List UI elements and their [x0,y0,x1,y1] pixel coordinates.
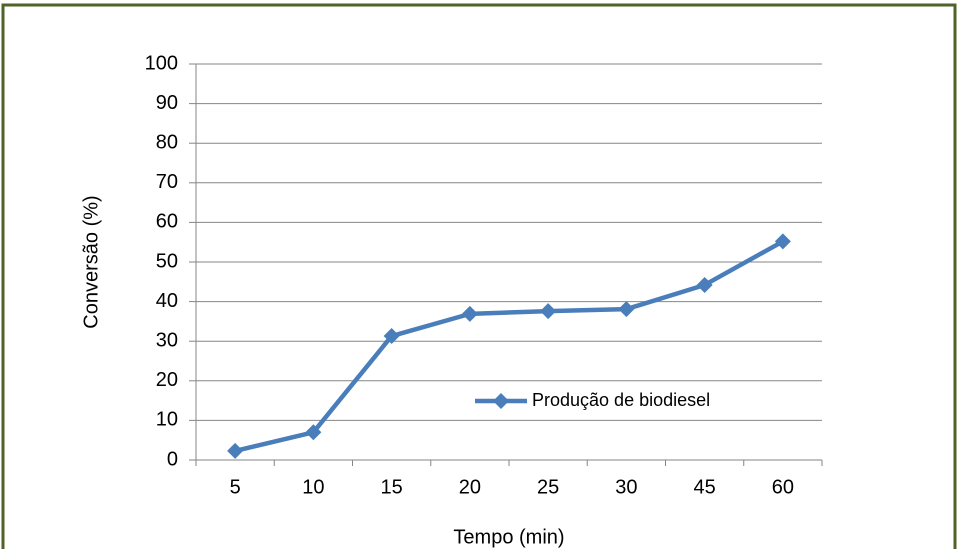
data-point [618,301,635,318]
y-tick-label: 50 [156,250,178,272]
y-tick-label: 90 [156,92,178,114]
x-tick-label: 60 [772,476,794,498]
y-axis-title: Conversão (%) [80,195,102,328]
data-point [461,305,478,322]
y-tick-label: 40 [156,290,178,312]
data-point [305,424,322,441]
y-tick-label: 70 [156,171,178,193]
y-tick-label: 10 [156,409,178,431]
x-tick-label: 25 [537,476,559,498]
y-tick-label: 60 [156,211,178,233]
x-tick-label: 10 [302,476,324,498]
data-point [696,276,713,293]
y-tick-label: 30 [156,329,178,351]
data-point [774,233,791,250]
data-line [234,239,784,454]
x-tick-label: 30 [615,476,637,498]
x-tick-label: 5 [230,476,241,498]
x-tick-label: 20 [459,476,481,498]
y-tick-label: 20 [156,369,178,391]
x-tick-label: 45 [694,476,716,498]
x-tick-label: 15 [381,476,403,498]
y-tick-label: 80 [156,131,178,153]
x-axis-title: Tempo (min) [453,526,564,548]
y-tick-label: 100 [145,52,178,74]
chart-frame [1,3,957,549]
data-point [227,442,244,459]
legend-label: Produção de biodiesel [532,390,710,410]
data-point [383,328,400,345]
data-point [540,303,557,320]
y-tick-label: 0 [167,448,178,470]
legend-marker [493,393,509,409]
